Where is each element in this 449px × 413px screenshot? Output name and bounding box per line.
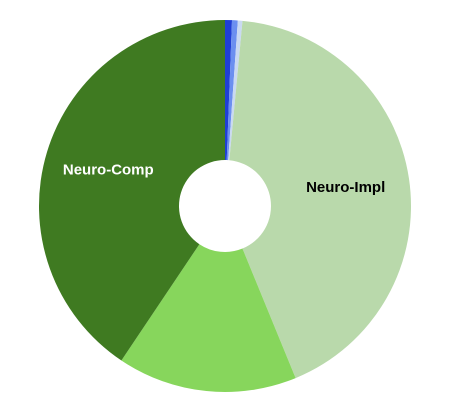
slice-3[interactable] <box>229 20 411 379</box>
slice-4[interactable] <box>121 244 296 392</box>
donut-slices <box>38 20 411 392</box>
slice-label-5: Neuro-Comp <box>63 161 154 178</box>
slice-0[interactable] <box>225 20 233 161</box>
slice-1[interactable] <box>226 20 238 161</box>
slice-2[interactable] <box>228 20 243 161</box>
slice-labels: Neuro-Impl Neuro-Comp <box>63 161 385 196</box>
slice-label-3: Neuro-Impl <box>306 179 385 196</box>
slice-5[interactable] <box>38 20 226 361</box>
